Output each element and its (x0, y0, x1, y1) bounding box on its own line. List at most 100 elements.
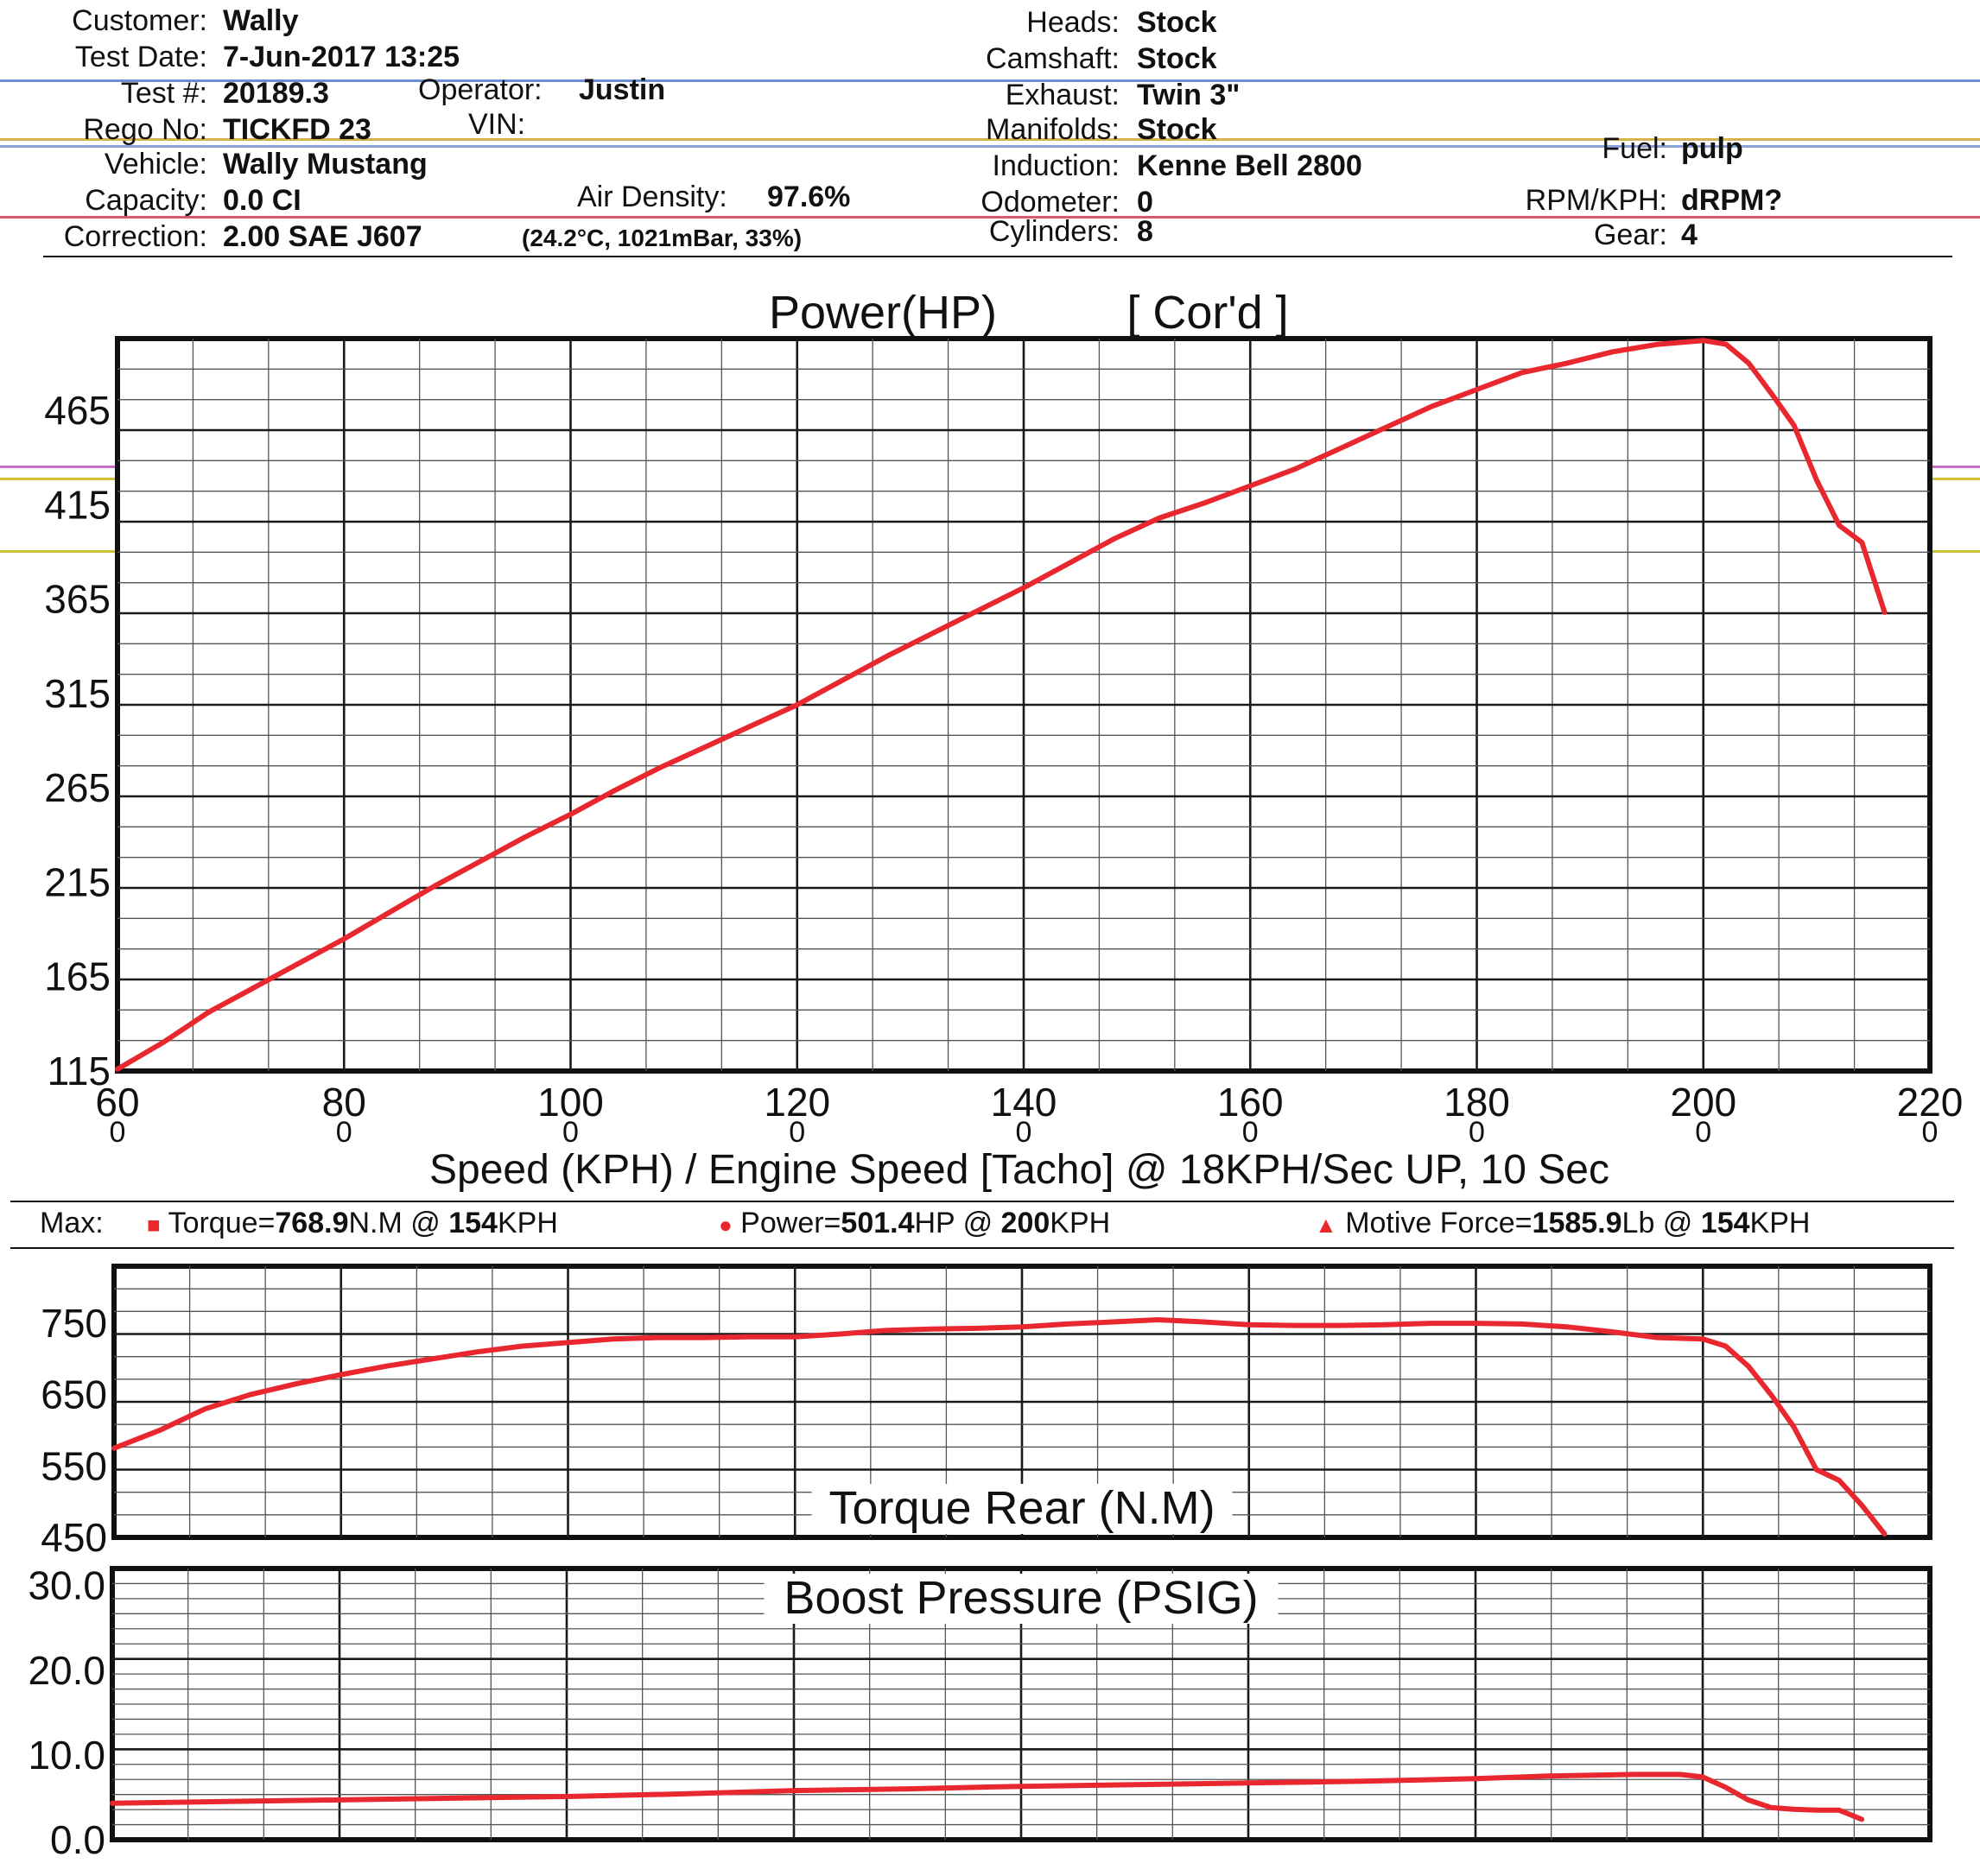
max-line-top-rule (10, 1201, 1954, 1202)
max-label: Max: (40, 1207, 104, 1239)
customer-value: Wally (223, 4, 299, 37)
power-dot-icon: ● (719, 1212, 733, 1238)
conditions-value: (24.2°C, 1021mBar, 33%) (522, 225, 803, 251)
max-line-bottom-rule (10, 1247, 1954, 1249)
max-power-unit: HP @ (914, 1207, 993, 1239)
max-torque-prefix: Torque= (168, 1207, 276, 1239)
x-sub-tick-label: 0 (110, 1116, 126, 1149)
rpm-kph-value: dRPM? (1681, 184, 1783, 217)
chart-subtitle: [ Cor'd ] (1126, 287, 1288, 339)
y-tick-label: 0.0 (50, 1817, 105, 1862)
y-tick-label: 465 (44, 388, 111, 433)
odometer-value: 0 (1137, 186, 1153, 219)
max-torque-at: 154 (448, 1207, 498, 1239)
test-number-value: 20189.3 (223, 77, 329, 110)
odometer-label: Odometer: (980, 186, 1120, 219)
test-date-value: 7-Jun-2017 13:25 (223, 41, 460, 73)
header-rule (43, 256, 1952, 257)
max-force-prefix: Motive Force= (1345, 1207, 1533, 1239)
max-power: ● Power=501.4HP @ 200KPH (719, 1206, 1110, 1242)
x-tick-label: 220 (1897, 1080, 1964, 1125)
rego-value: TICKFD 23 (223, 113, 371, 146)
vehicle-label: Vehicle: (104, 148, 207, 181)
x-tick-label: 140 (991, 1080, 1057, 1125)
max-force-value: 1585.9 (1532, 1207, 1622, 1239)
y-tick-label: 20.0 (28, 1648, 105, 1693)
x-tick-label: 200 (1670, 1080, 1736, 1125)
chart-panel-3 (110, 1566, 1932, 1842)
x-sub-tick-label: 0 (1469, 1116, 1485, 1149)
x-tick-label: 60 (95, 1080, 139, 1125)
y-tick-label: 265 (44, 765, 111, 810)
gear-value: 4 (1681, 219, 1698, 251)
gear-label: Gear: (1593, 219, 1667, 251)
correction-value: 2.00 SAE J607 (223, 220, 422, 253)
cylinders-label: Cylinders: (988, 215, 1120, 248)
y-tick-label: 30.0 (28, 1563, 105, 1608)
y-tick-label: 215 (44, 859, 111, 904)
chart-title: Torque Rear (N.M) (828, 1482, 1215, 1534)
capacity-value: 0.0 CI (223, 184, 301, 217)
series-line (110, 1771, 1865, 1822)
scan-artifact-line (0, 216, 1980, 219)
rpm-kph-label: RPM/KPH: (1525, 184, 1667, 217)
operator-label: Operator: (418, 73, 543, 106)
x-sub-tick-label: 0 (789, 1116, 805, 1149)
y-tick-label: 650 (41, 1372, 107, 1417)
max-power-at: 200 (1000, 1207, 1050, 1239)
capacity-label: Capacity: (85, 184, 207, 217)
x-tick-label: 160 (1217, 1080, 1284, 1125)
title-backing (811, 1484, 1233, 1534)
manifolds-value: Stock (1137, 113, 1217, 146)
chart-title: Power(HP) (769, 287, 997, 339)
max-torque-at-unit: KPH (497, 1207, 558, 1239)
fuel-value: pulp (1681, 132, 1743, 165)
y-tick-label: 365 (44, 577, 111, 622)
y-tick-label: 315 (44, 671, 111, 716)
max-motive-force: ▲ Motive Force=1585.9Lb @ 154KPH (1315, 1206, 1810, 1242)
chart-panel-1 (115, 336, 1932, 1074)
fuel-label: Fuel: (1602, 132, 1667, 165)
exhaust-label: Exhaust: (1005, 79, 1120, 111)
y-tick-label: 450 (41, 1515, 107, 1560)
torque-square-icon: ■ (147, 1212, 161, 1238)
heads-label: Heads: (1026, 6, 1120, 39)
y-tick-label: 750 (41, 1301, 107, 1346)
test-number-label: Test #: (120, 77, 207, 110)
vin-label: VIN: (468, 108, 526, 141)
scan-artifact-line (0, 138, 1980, 141)
x-sub-tick-label: 0 (336, 1116, 352, 1149)
exhaust-value: Twin 3" (1137, 79, 1241, 111)
camshaft-value: Stock (1137, 42, 1217, 75)
x-tick-label: 80 (322, 1080, 366, 1125)
max-torque-unit: N.M @ (348, 1207, 441, 1239)
camshaft-label: Camshaft: (986, 42, 1120, 75)
x-sub-tick-label: 0 (562, 1116, 579, 1149)
manifolds-label: Manifolds: (986, 113, 1120, 146)
x-tick-label: 180 (1444, 1080, 1510, 1125)
x-tick-label: 100 (537, 1080, 604, 1125)
x-sub-tick-label: 0 (1922, 1116, 1939, 1149)
y-tick-label: 10.0 (28, 1733, 105, 1778)
x-sub-tick-label: 0 (1016, 1116, 1032, 1149)
x-tick-label: 120 (764, 1080, 830, 1125)
y-tick-label: 115 (48, 1049, 111, 1093)
customer-label: Customer: (72, 4, 207, 37)
induction-value: Kenne Bell 2800 (1137, 149, 1362, 182)
x-sub-tick-label: 0 (1695, 1116, 1711, 1149)
scan-artifact-line (0, 79, 1980, 82)
air-density-value: 97.6% (767, 181, 851, 213)
rego-label: Rego No: (83, 113, 207, 146)
operator-value: Justin (579, 73, 666, 106)
air-density-label: Air Density: (577, 181, 727, 213)
induction-label: Induction: (992, 149, 1120, 182)
y-tick-label: 550 (41, 1443, 107, 1488)
chart-panel-2 (111, 1264, 1932, 1540)
x-axis-title: Speed (KPH) / Engine Speed [Tacho] @ 18K… (429, 1147, 1609, 1193)
max-force-at: 154 (1700, 1207, 1750, 1239)
y-tick-label: 165 (44, 954, 111, 999)
chart-title: Boost Pressure (PSIG) (784, 1572, 1258, 1624)
max-power-prefix: Power= (740, 1207, 841, 1239)
